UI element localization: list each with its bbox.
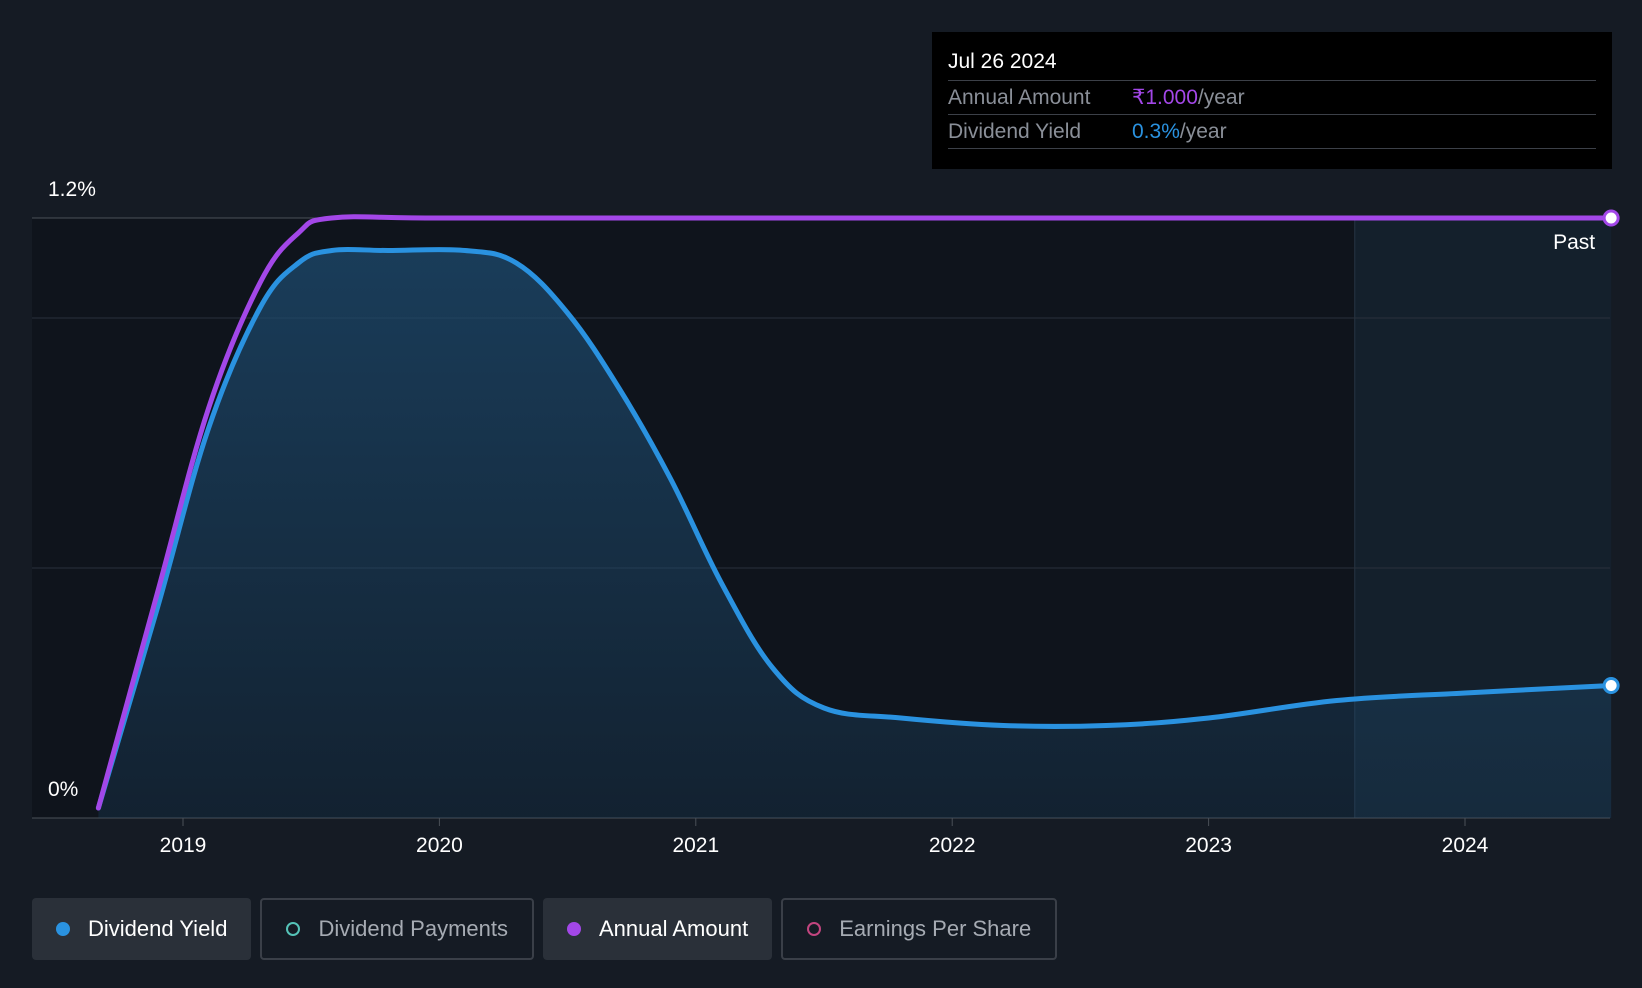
dividend-yield-line — [95, 247, 1614, 811]
legend-item-annual-amount[interactable]: Annual Amount — [542, 898, 773, 960]
x-tick-label: 2020 — [416, 834, 463, 857]
tooltip-suffix: /year — [1179, 120, 1227, 143]
y-tick-label: 0% — [48, 778, 78, 801]
past-label: Past — [1553, 231, 1595, 254]
y-tick-label: 1.2% — [48, 178, 96, 201]
tooltip-label: Dividend Yield — [948, 120, 1082, 143]
hollow-dot-icon — [807, 922, 822, 936]
x-tick-label: 2023 — [1185, 834, 1232, 857]
annual-amount-end-marker[interactable] — [1602, 209, 1620, 227]
tooltip-row-annual-amount: Annual Amount ₹1.000 /year — [948, 81, 1596, 115]
dividend-yield-area — [98, 249, 1612, 818]
x-tick-label: 2024 — [1442, 834, 1489, 857]
hollow-dot-icon — [286, 922, 301, 936]
legend-label: Dividend Yield — [88, 916, 228, 941]
tooltip-date: Jul 26 2024 — [948, 46, 1596, 81]
tooltip-suffix: /year — [1197, 86, 1245, 109]
x-tick-label: 2019 — [160, 834, 207, 857]
legend-label: Dividend Payments — [318, 916, 508, 941]
x-tick-label: 2021 — [672, 834, 719, 857]
tooltip-label: Annual Amount — [948, 86, 1091, 109]
legend-label: Annual Amount — [598, 916, 749, 941]
legend-item-dividend-yield[interactable]: Dividend Yield — [32, 898, 252, 960]
x-tick-label: 2022 — [929, 834, 976, 857]
filled-dot-icon — [566, 922, 581, 936]
filled-dot-icon — [56, 922, 70, 936]
tooltip: Jul 26 2024 Annual Amount ₹1.000 /year D… — [932, 32, 1612, 169]
annual-amount-line — [95, 214, 1614, 811]
dividend-yield-end-marker[interactable] — [1602, 677, 1620, 694]
tooltip-value: ₹1.000 — [1132, 86, 1198, 109]
tooltip-value: 0.3% — [1132, 120, 1180, 143]
legend: Dividend Yield Dividend Payments Annual … — [32, 898, 1058, 960]
legend-item-dividend-payments[interactable]: Dividend Payments — [260, 898, 534, 960]
legend-label: Earnings Per Share — [839, 916, 1032, 941]
tooltip-row-dividend-yield: Dividend Yield 0.3% /year — [948, 115, 1596, 149]
legend-item-earnings-per-share[interactable]: Earnings Per Share — [781, 898, 1058, 960]
